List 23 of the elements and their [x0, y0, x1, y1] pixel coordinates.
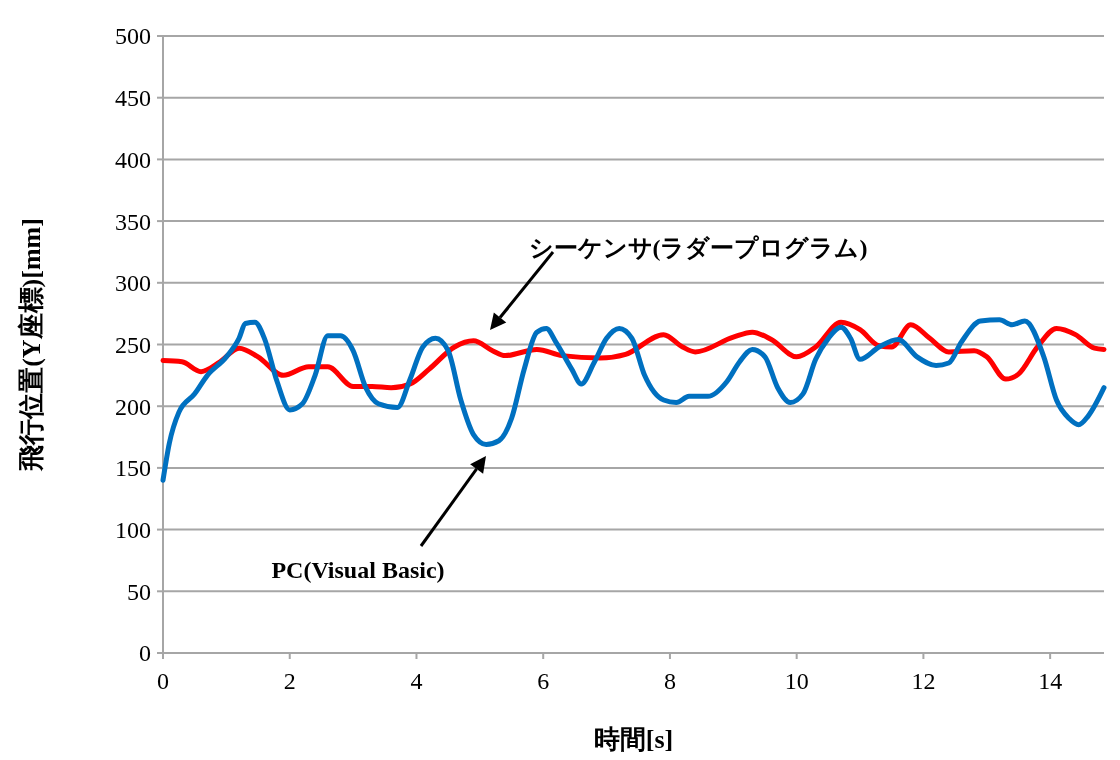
y-tick-label: 100	[115, 517, 151, 543]
x-tick-label: 0	[157, 668, 169, 694]
x-tick-label: 4	[410, 668, 423, 694]
y-tick-label: 350	[115, 208, 151, 235]
x-tick-label: 10	[784, 668, 809, 694]
annotation: PC(Visual Basic)	[271, 557, 445, 583]
y-tick-label: 0	[139, 640, 151, 667]
y-tick-label: 200	[115, 393, 151, 420]
x-tick-label: 2	[283, 668, 296, 694]
y-tick-label: 150	[115, 455, 151, 482]
x-tick-label: 14	[1038, 668, 1063, 694]
y-tick-label: 500	[115, 23, 151, 50]
y-tick-label: 50	[127, 578, 151, 605]
y-tick-label: 450	[115, 85, 151, 112]
y-tick-label: 250	[115, 331, 151, 358]
annotation: シーケンサ(ラダープログラム)	[528, 235, 868, 261]
y-tick-label: 300	[115, 270, 151, 297]
y-axis-title: 飛行位置(Y座標)[mm]	[17, 218, 46, 472]
x-tick-label: 6	[537, 668, 550, 694]
x-tick-label: 8	[663, 668, 676, 694]
x-tick-label: 12	[911, 668, 936, 694]
y-tick-label: 400	[115, 146, 151, 173]
x-axis-title: 時間[s]	[593, 725, 674, 754]
